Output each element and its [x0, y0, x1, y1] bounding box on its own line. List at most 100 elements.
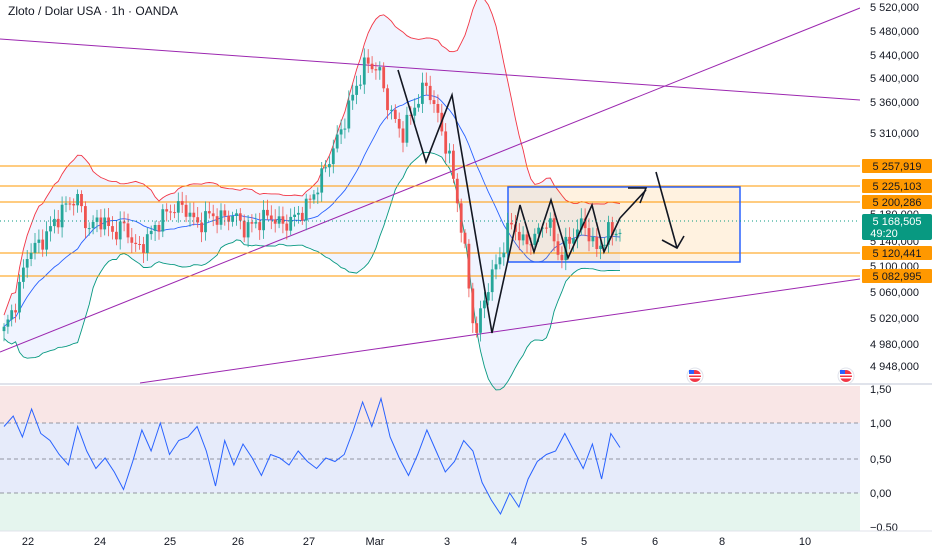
trendlines	[0, 7, 861, 384]
candle-body	[432, 100, 436, 104]
price-tick-label: 5 400,000	[870, 73, 919, 85]
bb-fill	[4, 0, 620, 390]
candle-body	[572, 238, 575, 244]
candle-body	[149, 230, 153, 235]
candle-body	[537, 227, 540, 234]
price-tick-label: 5 020,000	[870, 313, 919, 325]
candle-body	[475, 323, 479, 333]
price-pane[interactable]	[0, 0, 860, 383]
candle-body	[95, 217, 99, 222]
candle-body	[53, 218, 56, 227]
candle-body	[374, 69, 378, 71]
candle-body	[304, 198, 308, 221]
candle-body	[331, 148, 335, 165]
candle-body	[14, 310, 17, 313]
candle-body	[262, 209, 265, 231]
candle-body	[424, 82, 428, 86]
candle-body	[603, 244, 606, 246]
time-tick-label: Mar	[366, 536, 385, 548]
candle-body	[204, 211, 207, 233]
trendline[interactable]	[0, 38, 861, 101]
candle-body	[529, 244, 533, 246]
level-tag	[862, 269, 932, 283]
price-tick-label: 5 440,000	[870, 50, 919, 62]
candle-body	[277, 216, 281, 224]
candle-body	[579, 218, 583, 230]
candle-body	[87, 228, 91, 230]
level-tag-label: 5 257,919	[873, 161, 922, 173]
candle-body	[444, 131, 448, 154]
trendline[interactable]	[139, 278, 861, 384]
time-tick-label: 5	[581, 536, 587, 548]
candle-body	[463, 232, 467, 244]
candle-body	[18, 281, 21, 313]
current-price-tag: 5 168,505 49:20	[862, 214, 932, 240]
indicator-axis[interactable]	[860, 386, 932, 531]
candle-body	[378, 67, 382, 71]
candle-body	[362, 57, 366, 85]
candle-body	[281, 216, 285, 224]
indicator-pane[interactable]	[0, 386, 860, 531]
candle-body	[22, 267, 25, 282]
candle-body	[91, 222, 95, 229]
candle-body	[285, 223, 289, 231]
candle-body	[490, 269, 494, 293]
candle-body	[211, 213, 215, 217]
time-tick-label: 8	[719, 536, 725, 548]
candle-body	[188, 212, 192, 217]
candle-body	[25, 259, 29, 268]
candle-body	[122, 221, 126, 224]
candle-body	[351, 94, 355, 101]
candle-body	[192, 212, 196, 218]
time-tick-label: 3	[444, 536, 450, 548]
candle-body	[153, 225, 157, 231]
bb-lower-line	[3, 151, 620, 391]
candle-body	[339, 129, 343, 135]
candle-body	[386, 88, 389, 111]
trendline[interactable]	[0, 7, 861, 353]
candle-body	[471, 288, 475, 324]
level-tag-label: 5 120,441	[873, 248, 922, 260]
candle-body	[269, 215, 273, 220]
bollinger-bands	[3, 0, 621, 391]
candle-body	[343, 128, 347, 130]
candle-body	[64, 203, 68, 205]
us-flag-icon[interactable]	[686, 367, 704, 385]
candle-body	[238, 213, 242, 221]
candle-body	[335, 134, 339, 149]
candle-body	[126, 223, 130, 238]
candle-body	[200, 222, 203, 233]
candle-body	[29, 252, 33, 259]
candle-body	[250, 222, 254, 224]
candle-body	[568, 236, 571, 244]
candle-body	[459, 203, 463, 233]
candle-body	[37, 239, 41, 243]
candle-body	[560, 254, 564, 261]
candle-body	[618, 232, 622, 234]
candle-body	[545, 227, 548, 229]
time-axis[interactable]	[0, 531, 932, 550]
level-tag-label: 5 200,286	[873, 197, 922, 209]
bb-basis-line	[3, 94, 621, 328]
projection-up-arrowhead	[628, 187, 648, 204]
candle-body	[308, 198, 312, 200]
candle-countdown: 49:20	[870, 228, 898, 240]
candle-body	[289, 216, 293, 231]
candle-body	[56, 218, 60, 228]
candle-body	[49, 226, 52, 232]
candle-body	[595, 236, 599, 249]
candle-body	[157, 225, 161, 232]
indicator-tick-label: 0,00	[870, 488, 891, 500]
candle-body	[467, 243, 471, 289]
us-flag-icon[interactable]	[837, 367, 855, 385]
candle-body	[207, 211, 211, 214]
candle-body	[300, 212, 304, 221]
projection-down-line	[655, 171, 678, 249]
candle-body	[242, 220, 246, 238]
price-tick-label: 5 310,000	[870, 128, 919, 140]
candle-body	[359, 84, 362, 86]
neutral-band	[0, 423, 860, 493]
candle-body	[60, 204, 64, 228]
candle-body	[107, 217, 110, 226]
